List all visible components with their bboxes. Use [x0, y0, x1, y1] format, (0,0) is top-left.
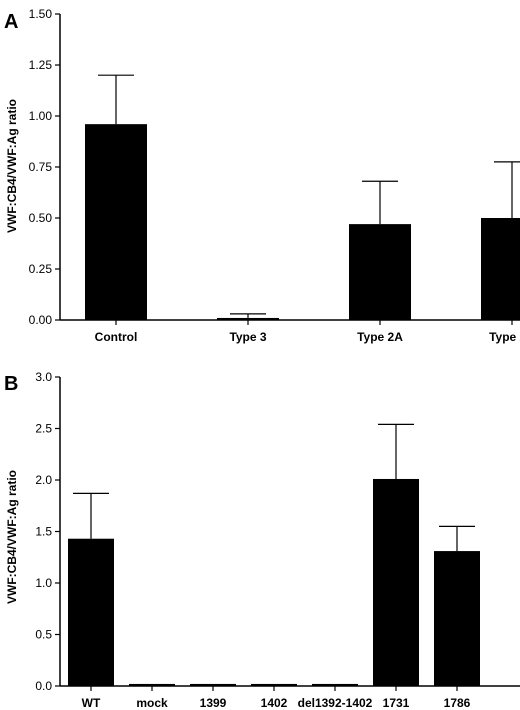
panel-b-y-tick-label: 2.5	[35, 422, 52, 436]
panel-b-bar-1	[129, 683, 175, 686]
panel-a-y-tick-label: 1.50	[29, 7, 53, 21]
panel-a-y-axis-label: VWF:CB4/VWF:Ag ratio	[5, 99, 19, 233]
panel-b-bar-2	[190, 683, 236, 686]
panel-b-bar-0	[68, 538, 114, 686]
panel-a-bar-1	[217, 317, 279, 320]
panel-b-category-label: 1786	[444, 696, 471, 710]
panel-a-bar-3	[481, 218, 520, 320]
panel-a-y-tick-label: 1.25	[29, 58, 53, 72]
panel-b-category-label: del1392-1402	[298, 696, 373, 710]
panel-b-marks: 0.0 0.5 1.0 1.5 2.0 2.5 3.0 WT mock 1399 1402 del13…	[35, 370, 520, 710]
panel-b-y-axis-label: VWF:CB4/VWF:Ag ratio	[5, 470, 19, 604]
panel-b-category-label: 1399	[200, 696, 227, 710]
panel-a-y-tick-label: 0.25	[29, 262, 53, 276]
panel-a-category-label: Type 3	[229, 330, 266, 344]
panel-a-y-tick-label: 0.75	[29, 160, 53, 174]
panel-a-letter: A	[4, 11, 18, 33]
panel-b-y-tick-label: 0.5	[35, 628, 52, 642]
panel-b-y-tick-label: 2.0	[35, 473, 52, 487]
panel-b-y-tick-label: 1.5	[35, 525, 52, 539]
panel-b-category-label: mock	[136, 696, 168, 710]
panel-b-y-tick-label: 0.0	[35, 679, 52, 693]
panel-b-bar-6	[434, 551, 480, 686]
panel-a-category-label: Control	[95, 330, 138, 344]
panel-b-category-label: 1402	[261, 696, 288, 710]
panel-b-bar-4	[312, 683, 358, 686]
panel-a-category-label: Type 2B	[489, 330, 520, 344]
panel-a-y-tick-label: 1.00	[29, 109, 53, 123]
panel-a-category-label: Type 2A	[357, 330, 403, 344]
panel-b-category-label: WT	[82, 696, 101, 710]
panel-a-chart: A VWF:CB4/VWF:Ag ratio 0.00 0.25 0.50 0.75 1…	[4, 7, 520, 344]
panel-a-marks: 0.00 0.25 0.50 0.75 1.00 1.25 1.50 Control Type …	[29, 7, 520, 344]
panel-b-bar-3	[251, 683, 297, 686]
panel-b-category-label: 1731	[383, 696, 410, 710]
panel-a-y-tick-label: 0.00	[29, 313, 53, 327]
panel-b-y-tick-label: 1.0	[35, 576, 52, 590]
panel-b-chart: B VWF:CB4/VWF:Ag ratio 0.0 0.5 1.0 1.5 2.0 2.…	[4, 370, 520, 710]
panel-a-bar-2	[349, 224, 411, 320]
panel-b-y-tick-label: 3.0	[35, 370, 52, 384]
panel-a-y-tick-label: 0.50	[29, 211, 53, 225]
panel-a-bar-0	[85, 124, 147, 320]
panel-b-bar-5	[373, 478, 419, 686]
panel-b-letter: B	[4, 373, 18, 395]
